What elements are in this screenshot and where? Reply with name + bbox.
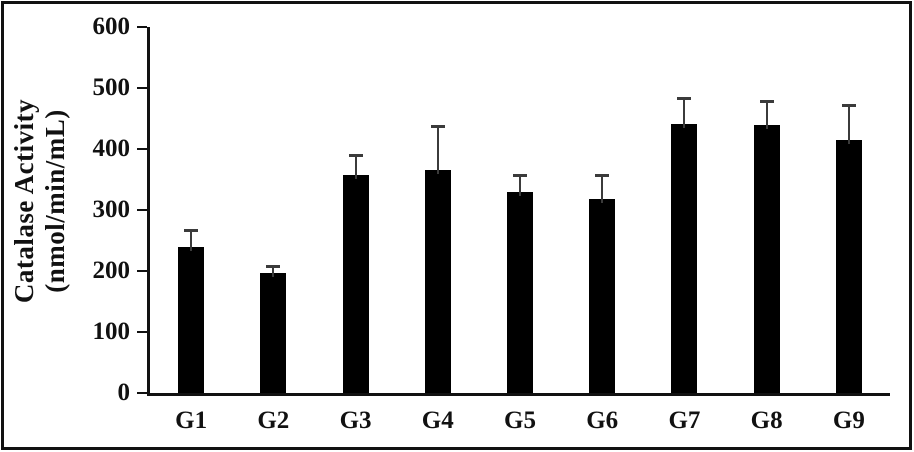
y-tick <box>137 392 147 394</box>
error-bar-cap-G9 <box>841 104 856 108</box>
error-bar-cap-G8 <box>759 99 774 103</box>
bar-G3 <box>342 174 369 393</box>
error-bar-cap-G5 <box>513 173 527 177</box>
y-tick <box>137 209 147 211</box>
y-axis-line <box>147 27 150 396</box>
error-bar-cap-G1 <box>184 229 199 233</box>
error-bar-line-G4 <box>436 125 439 175</box>
y-tick <box>137 331 147 333</box>
error-bar-cap-G4 <box>430 124 445 128</box>
bar-G5 <box>507 192 533 393</box>
y-tick-label: 200 <box>92 257 131 284</box>
y-tick-label: 400 <box>92 135 131 162</box>
y-tick-label: 0 <box>117 379 131 406</box>
x-tick-label-G2: G2 <box>257 407 290 434</box>
x-tick-label-G3: G3 <box>339 407 372 434</box>
x-tick-label-G6: G6 <box>586 407 619 434</box>
bar-G9 <box>835 139 862 393</box>
error-bar-line-G9 <box>847 105 850 144</box>
bar-G7 <box>671 123 698 393</box>
x-tick-label-G8: G8 <box>750 407 783 434</box>
x-axis-line <box>147 393 890 396</box>
error-bar-cap-G3 <box>348 154 363 158</box>
error-bar-line-G1 <box>190 230 193 251</box>
bar-G8 <box>753 124 780 393</box>
x-tick-label-G5: G5 <box>504 407 536 434</box>
error-bar-line-G5 <box>519 174 521 197</box>
bar-G1 <box>178 246 205 393</box>
y-tick-label: 100 <box>92 318 131 345</box>
x-tick-label-G4: G4 <box>421 407 454 434</box>
bar-G6 <box>589 199 616 393</box>
error-bar-line-G8 <box>765 100 768 129</box>
error-bar-cap-G2 <box>266 264 281 268</box>
error-bar-line-G2 <box>272 265 275 278</box>
y-tick-label: 500 <box>92 74 131 101</box>
y-tick <box>137 87 147 89</box>
error-bar-line-G3 <box>354 155 357 179</box>
y-tick <box>137 148 147 150</box>
x-tick-label-G9: G9 <box>832 407 865 434</box>
error-bar-line-G7 <box>683 98 686 128</box>
y-tick-label: 600 <box>92 13 131 40</box>
x-tick-label-G1: G1 <box>175 407 208 434</box>
bar-G2 <box>260 273 287 393</box>
error-bar-line-G6 <box>601 175 604 203</box>
bar-G4 <box>424 170 451 393</box>
error-bar-cap-G7 <box>677 97 692 101</box>
y-tick <box>137 26 147 28</box>
y-tick <box>137 270 147 272</box>
y-tick-label: 300 <box>92 196 131 223</box>
x-tick-label-G7: G7 <box>668 407 701 434</box>
error-bar-cap-G6 <box>595 174 610 178</box>
